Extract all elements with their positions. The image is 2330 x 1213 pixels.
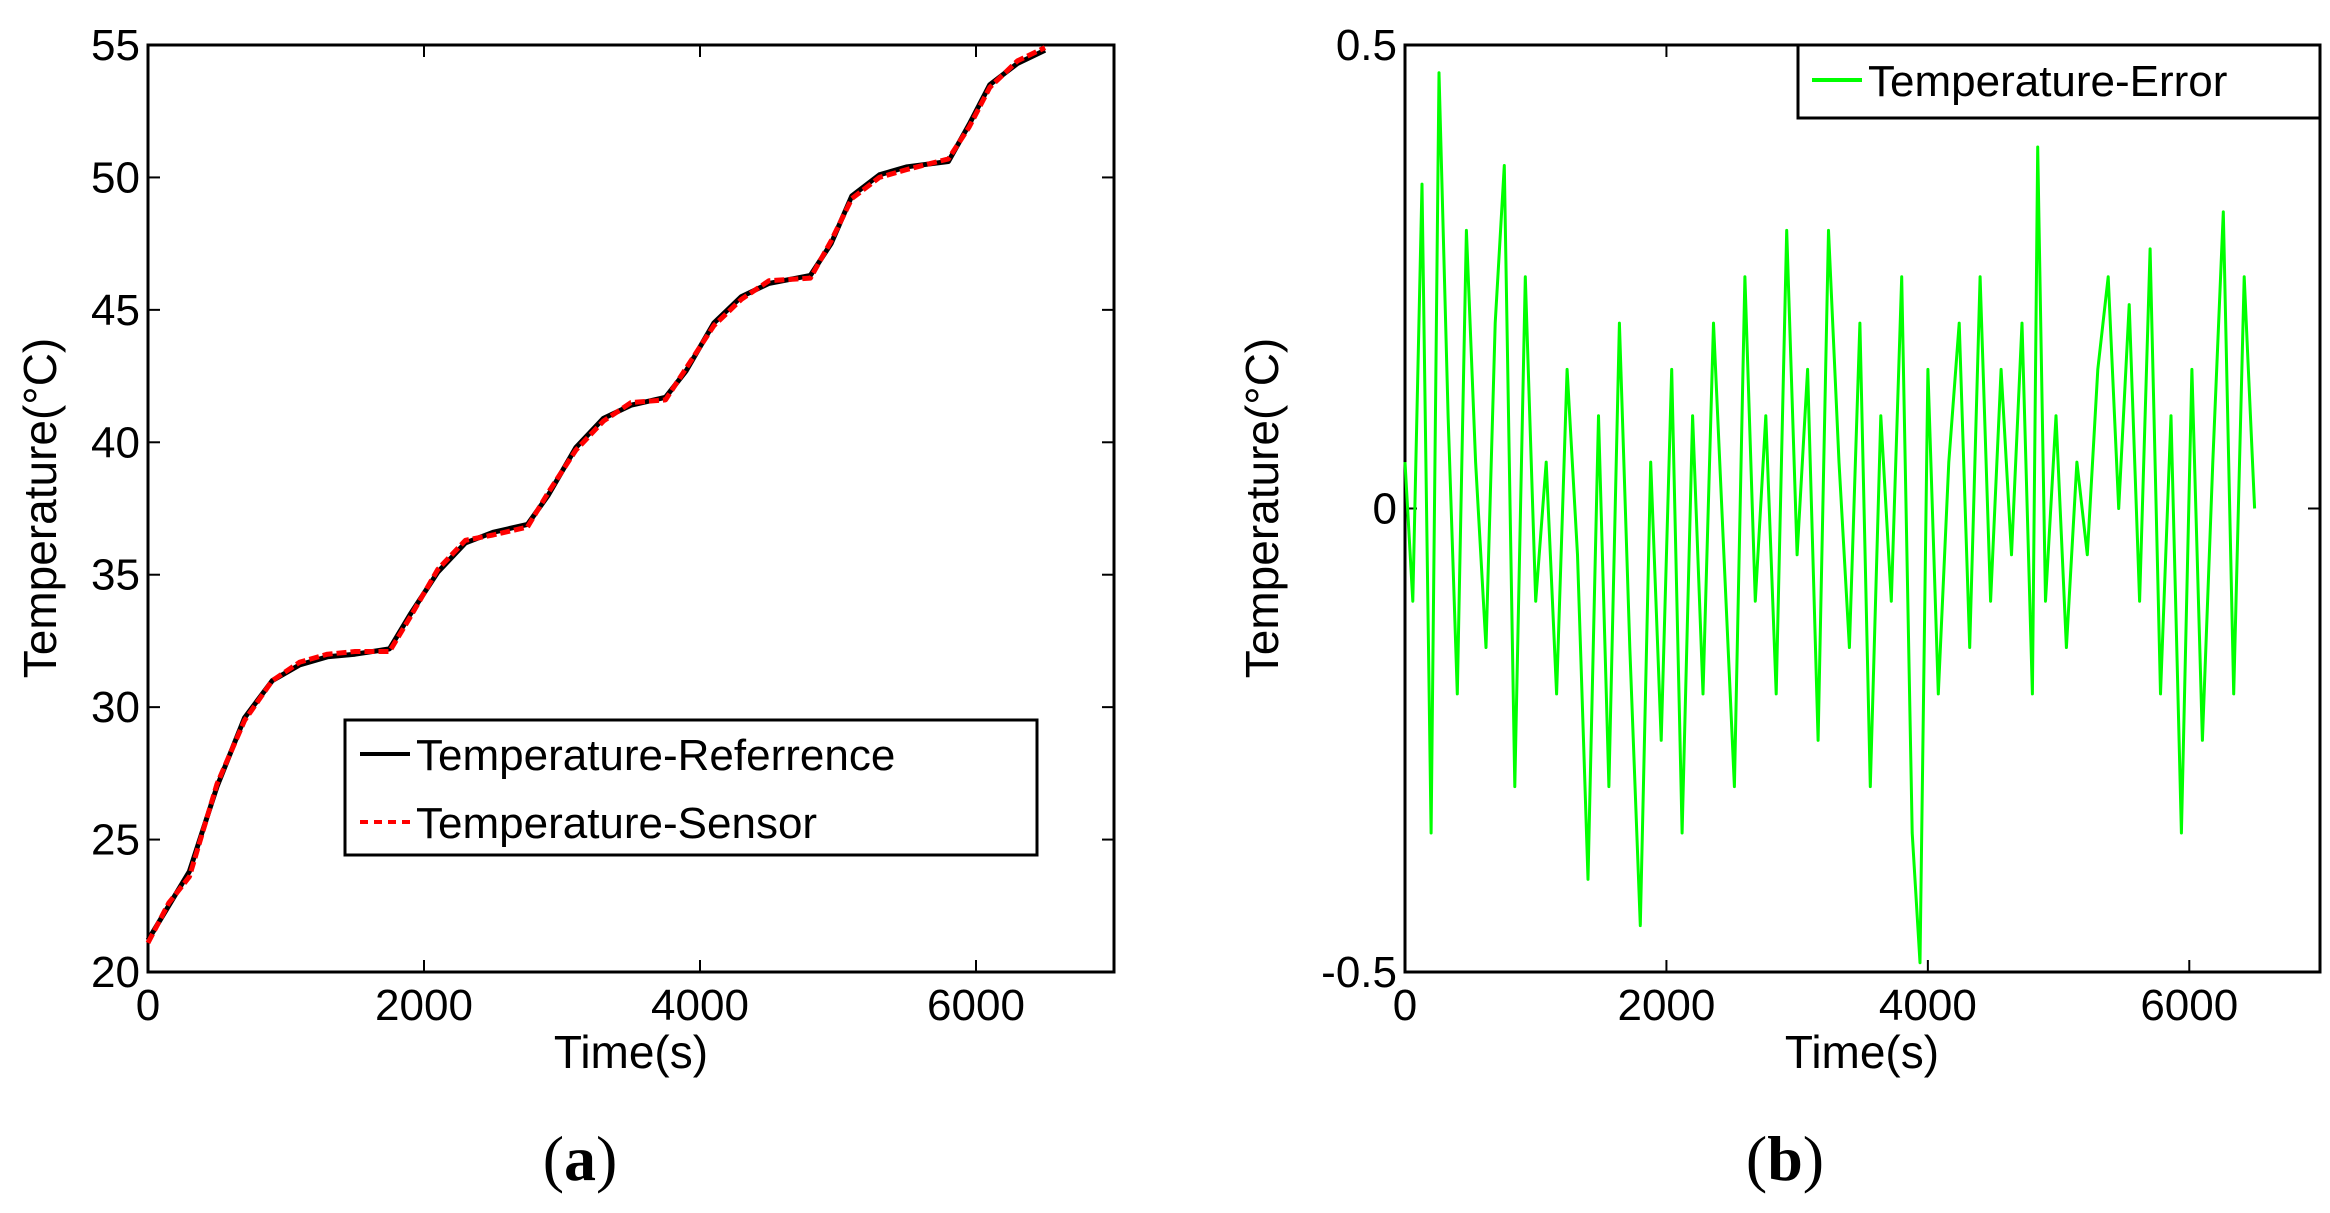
panel-a-legend: Temperature-Referrence Temperature-Senso… [343,718,1039,857]
panel-a-x-tick-label: 2000 [375,981,473,1030]
panel-a-series-line-temperature-sensor [145,45,1047,945]
panel-a-y-tick-label: 30 [91,683,140,732]
panel-a-series [145,45,1047,945]
panel-a-y-tick-label: 45 [91,286,140,335]
panel-a-y-tick-label: 25 [91,816,140,865]
panel-b-x-tick-label: 0 [1393,981,1417,1030]
panel-b-temperature-error-chart: 0 2000 4000 6000-0.500.5 Time(s) Temperatur… [1236,21,2322,1194]
panel-a-y-tick-label: 35 [91,551,140,600]
panel-a-y-tick-label: 40 [91,418,140,467]
panel-b-y-tick-label: -0.5 [1321,948,1397,997]
panel-a-y-tick-label: 50 [91,153,140,202]
panel-a-ticks: 0 2000 4000 6000 20 25 30 35 40 45 50 55 [91,21,1114,1030]
panel-b-y-tick-label: 0.5 [1336,21,1397,70]
panel-b-x-tick-label: 4000 [1879,981,1977,1030]
panel-b-series [1403,71,2257,965]
panel-b-caption: (b) [1746,1123,1824,1194]
panel-a-caption: (a) [543,1123,618,1194]
panel-b-x-tick-label: 2000 [1617,981,1715,1030]
panel-a-y-axis-label: Temperature(°C) [14,338,66,679]
panel-b-y-tick-label: 0 [1373,485,1397,534]
panel-b-legend: Temperature-Error [1796,43,2322,120]
panel-b-x-tick-label: 6000 [2140,981,2238,1030]
panel-a-temperature-tracking-chart: 0 2000 4000 6000 20 25 30 35 40 45 50 55 Time(s) Te… [14,21,1116,1194]
panel-b-legend-box [1796,43,2322,120]
panel-a-x-tick-label: 4000 [651,981,749,1030]
panel-a-y-tick-label: 20 [91,948,140,997]
panel-a-legend-label-reference: Temperature-Referrence [416,731,895,780]
panel-b-legend-label-error: Temperature-Error [1868,57,2227,106]
panel-a-x-tick-label: 6000 [927,981,1025,1030]
panel-a-legend-label-sensor: Temperature-Sensor [416,799,817,848]
panel-b-x-axis-label: Time(s) [1785,1026,1939,1078]
panel-a-legend-box [343,718,1039,857]
panel-a-y-tick-label: 55 [91,21,140,70]
panel-a-x-tick-label: 0 [136,981,160,1030]
panel-a-x-axis-label: Time(s) [554,1026,708,1078]
panel-b-series-line-temperature-error [1403,71,2257,965]
panel-b-y-axis-label: Temperature(°C) [1236,338,1288,679]
panel-b-ticks: 0 2000 4000 6000-0.500.5 [1321,21,2320,1030]
